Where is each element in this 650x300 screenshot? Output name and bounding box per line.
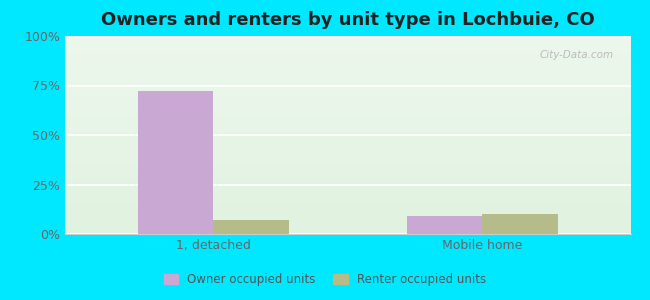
- Bar: [407, 216, 482, 234]
- Bar: [213, 220, 289, 234]
- Text: City-Data.com: City-Data.com: [540, 50, 614, 60]
- Title: Owners and renters by unit type in Lochbuie, CO: Owners and renters by unit type in Lochb…: [101, 11, 595, 29]
- Legend: Owner occupied units, Renter occupied units: Owner occupied units, Renter occupied un…: [159, 269, 491, 291]
- Bar: [482, 214, 558, 234]
- Bar: [138, 92, 213, 234]
